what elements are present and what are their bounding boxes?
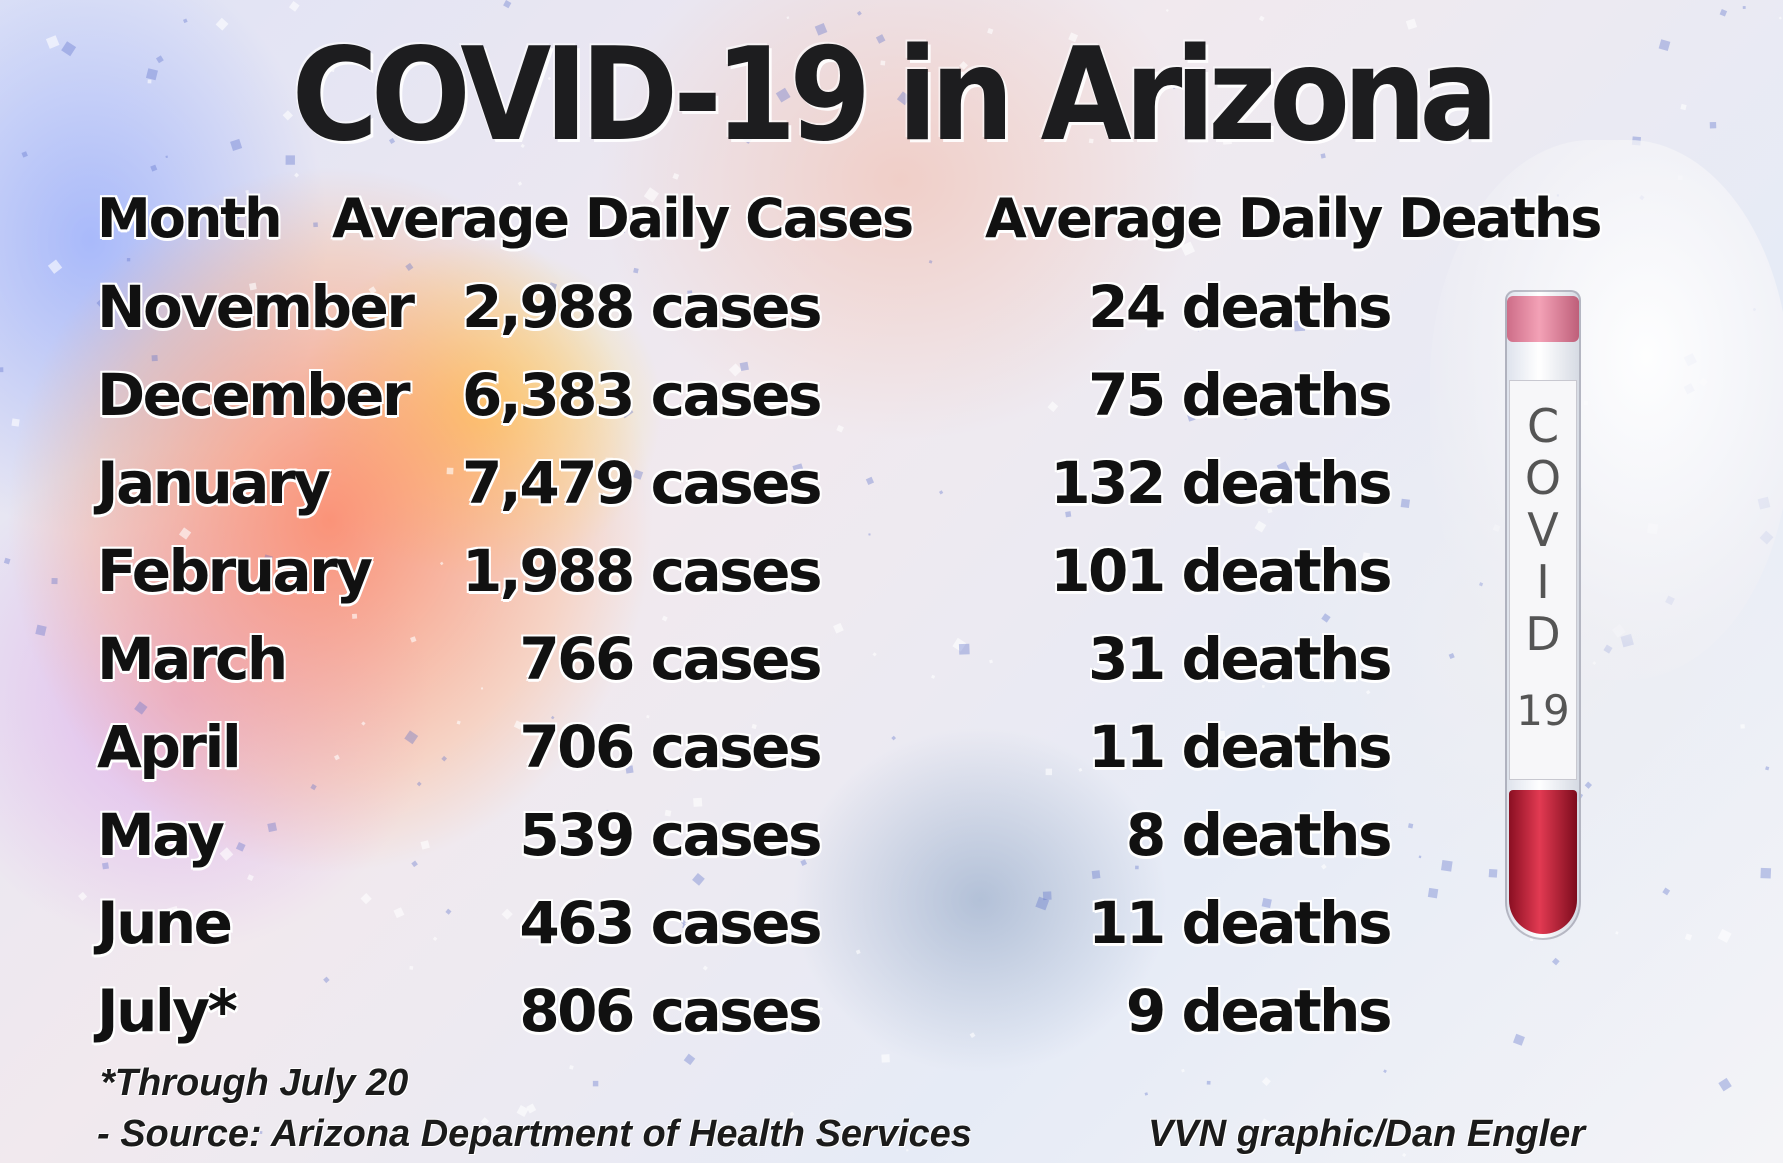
month-cell: April: [97, 713, 242, 781]
footnote: *Through July 20: [100, 1062, 409, 1104]
header-deaths: Average Daily Deaths: [985, 187, 1602, 250]
gloved-hand: [1430, 140, 1783, 680]
month-cell: March: [97, 625, 288, 693]
cases-cell: 806 cases: [519, 977, 822, 1045]
header-cases: Average Daily Cases: [332, 187, 914, 250]
cases-cell: 1,988 cases: [461, 537, 823, 605]
tube-label-number: 19: [1516, 686, 1570, 735]
tube-blood: [1509, 790, 1577, 934]
blood-test-tube: C O V I D 19: [1505, 290, 1581, 940]
deaths-cell: 11 deaths: [1088, 713, 1392, 781]
credit: VVN graphic/Dan Engler: [1148, 1113, 1586, 1155]
month-cell: May: [97, 801, 225, 869]
month-cell: February: [97, 537, 373, 605]
deaths-cell: 132 deaths: [1050, 449, 1392, 517]
deaths-cell: 75 deaths: [1088, 361, 1392, 429]
cases-cell: 539 cases: [519, 801, 822, 869]
deaths-cell: 31 deaths: [1088, 625, 1392, 693]
deaths-cell: 8 deaths: [1125, 801, 1393, 869]
deaths-cell: 11 deaths: [1088, 889, 1392, 957]
tube-label-letters: C O V I D: [1524, 399, 1562, 661]
month-cell: June: [97, 889, 233, 957]
header-month: Month: [97, 187, 283, 250]
page-title: COVID-19 in Arizona: [291, 21, 1499, 170]
cases-cell: 2,988 cases: [461, 273, 823, 341]
month-cell: January: [97, 449, 331, 517]
tube-label: [1509, 380, 1577, 780]
cases-cell: 766 cases: [519, 625, 822, 693]
deaths-cell: 101 deaths: [1050, 537, 1392, 605]
deaths-cell: 24 deaths: [1088, 273, 1392, 341]
deaths-cell: 9 deaths: [1125, 977, 1393, 1045]
cases-cell: 463 cases: [519, 889, 822, 957]
month-cell: December: [97, 361, 411, 429]
cases-cell: 7,479 cases: [461, 449, 823, 517]
source-note: - Source: Arizona Department of Health S…: [97, 1113, 972, 1155]
month-cell: July*: [97, 977, 238, 1045]
cases-cell: 6,383 cases: [461, 361, 823, 429]
cases-cell: 706 cases: [519, 713, 822, 781]
tube-cap: [1507, 296, 1579, 342]
month-cell: November: [97, 273, 415, 341]
